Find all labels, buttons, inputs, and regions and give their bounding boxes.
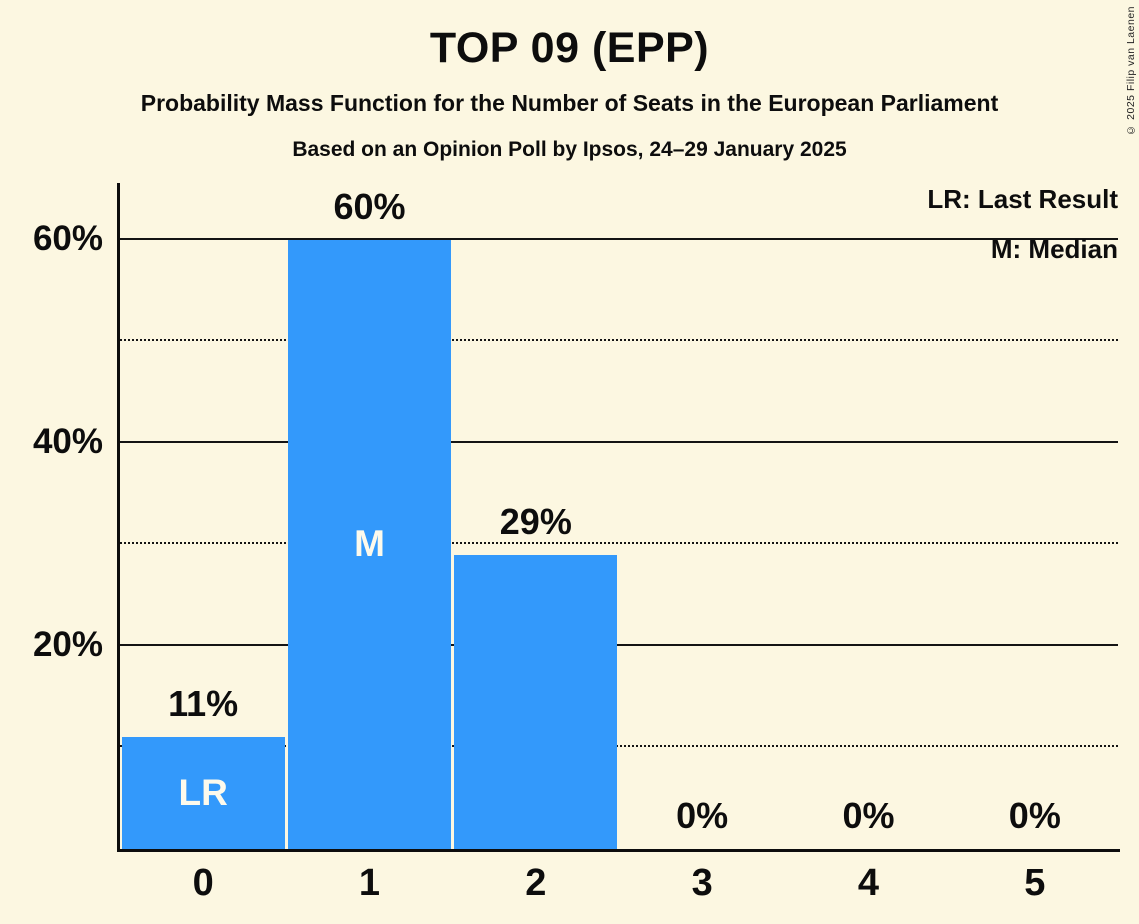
y-axis bbox=[117, 183, 120, 852]
chart-title: TOP 09 (EPP) bbox=[429, 24, 710, 72]
bar-value-label-5: 0% bbox=[1008, 795, 1061, 836]
x-tick-label-5: 5 bbox=[1024, 862, 1046, 904]
gridline-dotted-30 bbox=[120, 542, 1118, 545]
plot-area: 11% LR 60% M 29% 0% 0% 0% bbox=[120, 183, 1118, 849]
bar-value-label-3: 0% bbox=[676, 795, 729, 836]
chart-subtitle: Probability Mass Function for the Number… bbox=[140, 90, 999, 116]
gridline-solid-60 bbox=[120, 237, 1118, 240]
chart-poll-source: Based on an Opinion Poll by Ipsos, 24–29… bbox=[292, 138, 847, 161]
bar-seats-1 bbox=[287, 239, 452, 849]
gridline-solid-40 bbox=[120, 440, 1118, 443]
legend-median: M: Median bbox=[990, 234, 1118, 264]
y-tick-label-20: 20% bbox=[32, 624, 103, 664]
gridline-dotted-50 bbox=[120, 339, 1118, 342]
y-tick-label-60: 60% bbox=[32, 218, 103, 258]
x-tick-label-4: 4 bbox=[857, 862, 880, 904]
bar-value-label-0: 11% bbox=[168, 683, 239, 725]
bar-seats-2 bbox=[454, 554, 618, 849]
copyright-notice: © 2025 Filip van Laenen bbox=[1125, 6, 1137, 136]
bar-value-label-4: 0% bbox=[842, 795, 895, 836]
gridline-solid-20 bbox=[120, 643, 1118, 646]
x-tick-label-1: 1 bbox=[358, 862, 381, 904]
bar-value-label-2: 29% bbox=[499, 500, 572, 542]
x-tick-label-3: 3 bbox=[691, 862, 713, 904]
x-tick-label-0: 0 bbox=[192, 862, 214, 904]
bar-annotation-m: M bbox=[354, 523, 385, 565]
bar-seats-0 bbox=[121, 737, 285, 849]
legend-last-result: LR: Last Result bbox=[927, 184, 1118, 214]
bar-value-label-1: 60% bbox=[333, 185, 406, 227]
x-tick-label-2: 2 bbox=[525, 862, 547, 904]
gridline-dotted-10 bbox=[120, 745, 1118, 748]
x-axis bbox=[117, 849, 1120, 852]
bar-annotation-lr: LR bbox=[178, 772, 228, 814]
y-tick-label-40: 40% bbox=[32, 421, 103, 461]
